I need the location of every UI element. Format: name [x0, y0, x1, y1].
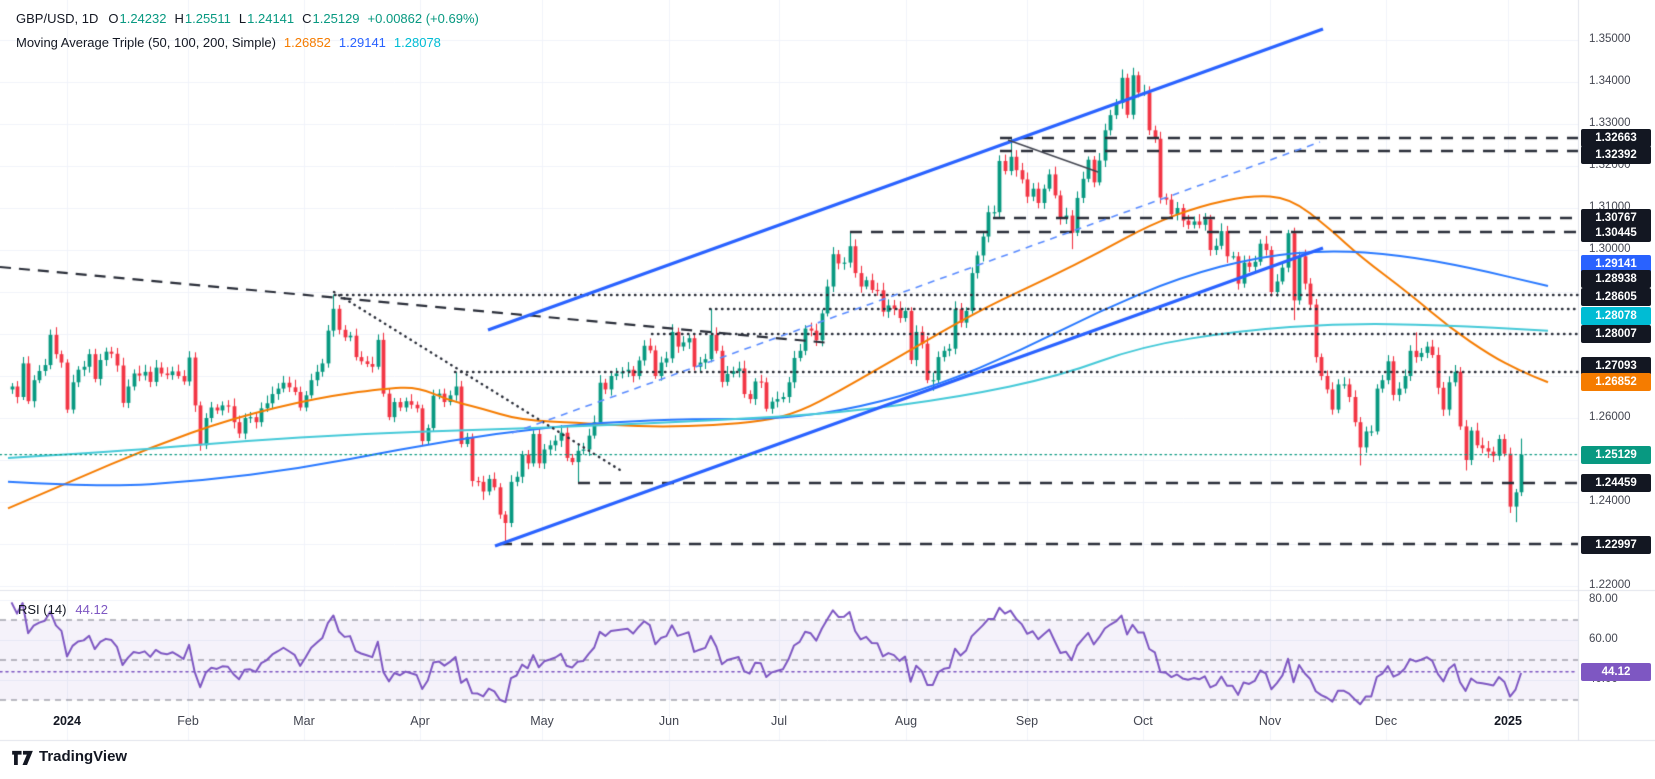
price-badge-1.25129: 1.25129	[1581, 446, 1651, 464]
rsi-value: 44.12	[75, 602, 108, 617]
price-label-1.22000: 1.22000	[1589, 579, 1631, 591]
price-badge-1.29141: 1.29141	[1581, 255, 1651, 273]
time-label-Mar: Mar	[293, 714, 315, 728]
open-value: O1.24232	[108, 11, 167, 26]
symbol-title: GBP/USD, 1D	[16, 11, 99, 26]
close-value: C1.25129	[302, 11, 360, 26]
rsi-title: RSI (14)	[18, 602, 67, 617]
time-label-Aug: Aug	[894, 714, 918, 728]
price-badge-1.24459: 1.24459	[1581, 474, 1651, 492]
high-value: H1.25511	[174, 11, 231, 26]
price-badge-1.32392: 1.32392	[1581, 146, 1651, 164]
price-badge-1.32663: 1.32663	[1581, 129, 1651, 147]
time-label-Feb: Feb	[177, 714, 199, 728]
price-label-1.24000: 1.24000	[1589, 495, 1631, 507]
price-badge-44.12: 44.12	[1581, 663, 1651, 681]
time-label-Sep: Sep	[1015, 714, 1039, 728]
price-badge-1.28605: 1.28605	[1581, 288, 1651, 306]
time-label-Dec: Dec	[1374, 714, 1398, 728]
price-badge-1.26852: 1.26852	[1581, 373, 1651, 391]
time-label-2024: 2024	[53, 714, 81, 728]
tradingview-logo-icon	[12, 750, 33, 765]
price-label-1.33000: 1.33000	[1589, 117, 1631, 129]
price-badge-1.27093: 1.27093	[1581, 357, 1651, 375]
price-badge-1.22997: 1.22997	[1581, 536, 1651, 554]
price-label-60.00: 60.00	[1589, 633, 1618, 645]
time-label-2025: 2025	[1494, 714, 1522, 728]
time-label-Apr: Apr	[410, 714, 430, 728]
time-label-Nov: Nov	[1258, 714, 1282, 728]
price-badge-1.28078: 1.28078	[1581, 307, 1651, 325]
rsi-legend[interactable]: RSI (14) 44.12	[18, 602, 108, 617]
price-label-1.35000: 1.35000	[1589, 33, 1631, 45]
tradingview-logo-text: TradingView	[39, 748, 128, 765]
price-badge-1.30767: 1.30767	[1581, 209, 1651, 227]
change-value: +0.00862 (+0.69%)	[367, 11, 479, 26]
time-label-Jul: Jul	[771, 714, 787, 728]
low-value: L1.24141	[238, 11, 295, 26]
price-label-1.26000: 1.26000	[1589, 411, 1631, 423]
ma50-value: 1.26852	[283, 35, 331, 50]
time-label-Jun: Jun	[658, 714, 680, 728]
tradingview-logo[interactable]: TradingView	[12, 748, 127, 765]
time-label-Oct: Oct	[1133, 714, 1153, 728]
ma-title: Moving Average Triple (50, 100, 200, Sim…	[16, 35, 276, 50]
ma200-value: 1.28078	[393, 35, 441, 50]
price-label-1.34000: 1.34000	[1589, 75, 1631, 87]
price-label-1.30000: 1.30000	[1589, 243, 1631, 255]
symbol-legend[interactable]: GBP/USD, 1D O1.24232 H1.25511 L1.24141 C…	[16, 11, 479, 26]
ma-legend[interactable]: Moving Average Triple (50, 100, 200, Sim…	[16, 35, 441, 50]
ma100-value: 1.29141	[338, 35, 386, 50]
time-label-May: May	[530, 714, 554, 728]
price-badge-1.28938: 1.28938	[1581, 270, 1651, 288]
price-badge-1.30445: 1.30445	[1581, 224, 1651, 242]
price-badge-1.28007: 1.28007	[1581, 325, 1651, 343]
price-label-80.00: 80.00	[1589, 593, 1618, 605]
